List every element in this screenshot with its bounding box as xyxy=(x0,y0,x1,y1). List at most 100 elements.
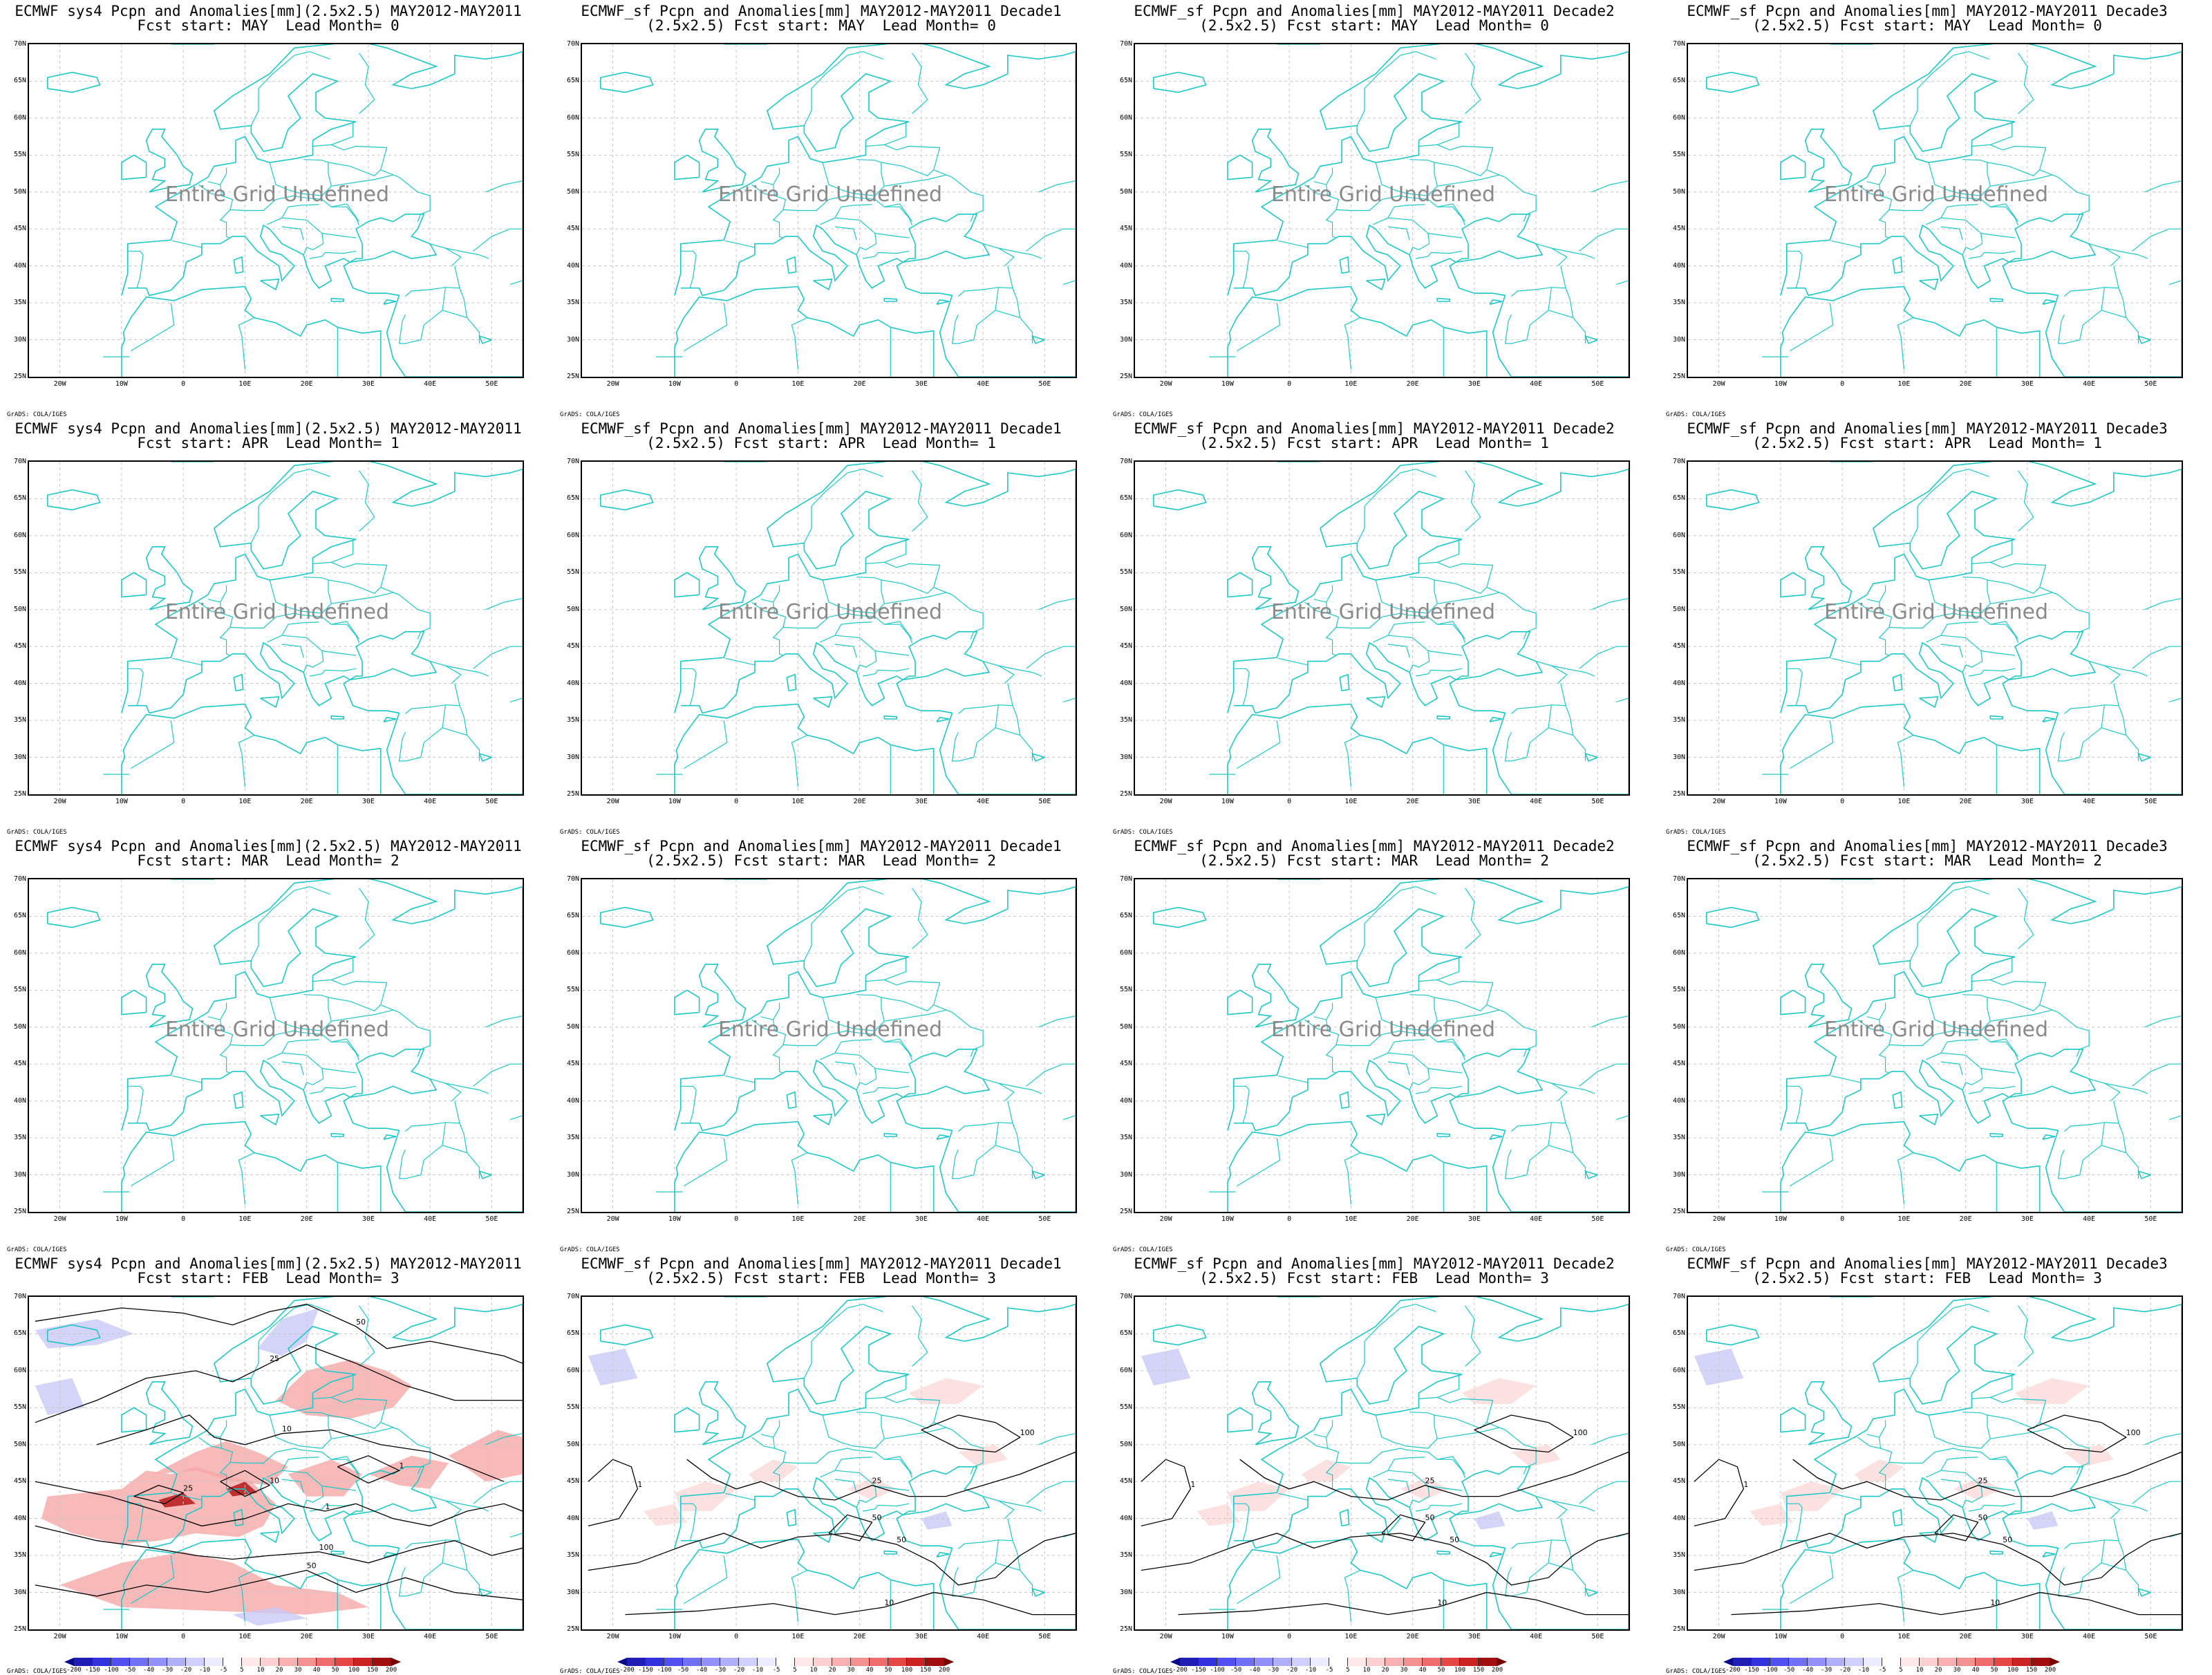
panel-title-line: ECMWF_sf Pcpn and Anomalies[mm] MAY2012-… xyxy=(1134,1255,1615,1272)
country-border xyxy=(820,1039,872,1060)
colorbar-tick-label: 10 xyxy=(1362,1667,1371,1674)
country-border xyxy=(952,287,999,344)
country-border xyxy=(1615,1115,1629,1120)
colorbar-tick-label: 30 xyxy=(1953,1667,1961,1674)
country-border xyxy=(834,644,857,658)
coastline xyxy=(1251,1381,1300,1445)
y-tick-label: 60N xyxy=(1119,531,1132,539)
country-border xyxy=(331,621,359,639)
coastline xyxy=(1339,1508,1350,1527)
y-tick-label: 40N xyxy=(1672,261,1685,270)
country-border xyxy=(1304,181,1329,196)
country-border xyxy=(1026,228,1076,252)
coastline xyxy=(145,1381,194,1445)
country-border xyxy=(130,720,175,769)
map-panel-r2c3: ECMWF_sf Pcpn and Anomalies[mm] MAY2012-… xyxy=(1112,422,1637,836)
country-border xyxy=(1427,651,1463,656)
map-panel-r3c2: ECMWF_sf Pcpn and Anomalies[mm] MAY2012-… xyxy=(559,839,1084,1254)
country-border xyxy=(2104,247,2121,267)
coastline xyxy=(813,1114,833,1126)
y-tick-label: 65N xyxy=(1119,912,1132,920)
x-tick-label: 10W xyxy=(668,798,681,805)
country-border xyxy=(1928,994,1991,1031)
contour-line xyxy=(2027,1414,2127,1453)
coastline xyxy=(478,335,492,344)
y-tick-label: 40N xyxy=(13,1096,26,1105)
country-border xyxy=(1940,1061,1963,1076)
panel-title: ECMWF sys4 Pcpn and Anomalies[mm](2.5x2.… xyxy=(6,4,531,33)
coastline xyxy=(1031,335,1045,344)
panel-title: ECMWF_sf Pcpn and Anomalies[mm] MAY2012-… xyxy=(1112,422,1637,451)
y-tick-label: 35N xyxy=(1672,716,1685,724)
country-border xyxy=(1304,1016,1329,1031)
country-border xyxy=(1940,1052,1983,1090)
y-tick-label: 70N xyxy=(13,875,26,883)
country-border xyxy=(951,1149,959,1179)
y-tick-label: 70N xyxy=(1119,1293,1132,1300)
country-border xyxy=(995,310,1033,344)
y-tick-label: 50N xyxy=(1119,1440,1132,1448)
panel-title: ECMWF_sf Pcpn and Anomalies[mm] MAY2012-… xyxy=(1665,839,2190,868)
x-tick-label: 10W xyxy=(668,1215,681,1223)
coastline xyxy=(1706,906,1760,928)
map-canvas xyxy=(582,44,1076,377)
panel-title: ECMWF_sf Pcpn and Anomalies[mm] MAY2012-… xyxy=(559,422,1084,451)
y-tick-label: 70N xyxy=(1672,875,1685,883)
country-border xyxy=(1579,646,1629,669)
coastline xyxy=(1436,715,1450,720)
y-tick-label: 40N xyxy=(566,1514,579,1522)
country-border xyxy=(1548,1145,1586,1179)
country-border xyxy=(958,1101,1013,1132)
x-tick-label: 30E xyxy=(1468,1215,1481,1223)
coastline xyxy=(260,1531,280,1544)
x-tick-label: 20W xyxy=(606,1215,619,1223)
country-border xyxy=(171,1075,203,1083)
negative-anomaly-shade xyxy=(921,1511,953,1530)
contour-line xyxy=(686,1451,1076,1501)
country-border xyxy=(1990,592,2052,604)
colorbar-tick-label: 40 xyxy=(1971,1667,1980,1674)
contour-label: 50 xyxy=(1450,1535,1459,1544)
country-border xyxy=(1990,958,2013,980)
coastline xyxy=(2137,752,2151,762)
country-border xyxy=(1335,612,1466,644)
country-border xyxy=(1878,195,1893,238)
y-tick-label: 50N xyxy=(1119,605,1132,613)
country-border xyxy=(445,1500,462,1519)
country-border xyxy=(1387,644,1410,658)
country-border xyxy=(1387,635,1430,673)
country-border xyxy=(2104,1083,2121,1102)
country-border xyxy=(951,731,959,761)
y-tick-label: 30N xyxy=(13,335,26,344)
country-border xyxy=(680,1085,697,1123)
grads-credit: GrADS: COLA/IGES xyxy=(1666,829,1726,836)
country-border xyxy=(331,541,354,563)
coastline xyxy=(674,572,700,598)
x-tick-label: 20W xyxy=(1712,380,1725,388)
country-border xyxy=(1437,1427,1499,1439)
country-border xyxy=(1356,1304,1436,1378)
negative-anomaly-shade xyxy=(232,1607,307,1626)
country-border xyxy=(1926,1457,1978,1478)
y-tick-label: 60N xyxy=(13,531,26,539)
country-border xyxy=(399,287,446,344)
positive-anomaly-shade xyxy=(644,1504,687,1526)
country-border xyxy=(1928,159,1991,196)
country-border xyxy=(1897,734,1914,787)
country-border xyxy=(1897,1152,1914,1205)
y-tick-label: 30N xyxy=(13,1588,26,1596)
coastline xyxy=(121,879,523,1212)
y-tick-label: 60N xyxy=(13,948,26,957)
x-tick-label: 0 xyxy=(734,1215,739,1223)
y-tick-label: 60N xyxy=(566,1366,579,1374)
panel-title-line: (2.5x2.5) Fcst start: MAR Lead Month= 2 xyxy=(1199,852,1549,869)
y-tick-label: 25N xyxy=(566,1208,579,1215)
country-border xyxy=(2039,1004,2090,1057)
country-border xyxy=(281,1479,304,1493)
panel-title-line: (2.5x2.5) Fcst start: MAY Lead Month= 0 xyxy=(646,17,996,34)
coastline xyxy=(1366,696,1386,709)
contour-line xyxy=(1141,1459,1192,1527)
country-border xyxy=(1878,612,1893,656)
y-tick-label: 55N xyxy=(13,568,26,577)
x-tick-label: 50E xyxy=(1591,798,1604,805)
